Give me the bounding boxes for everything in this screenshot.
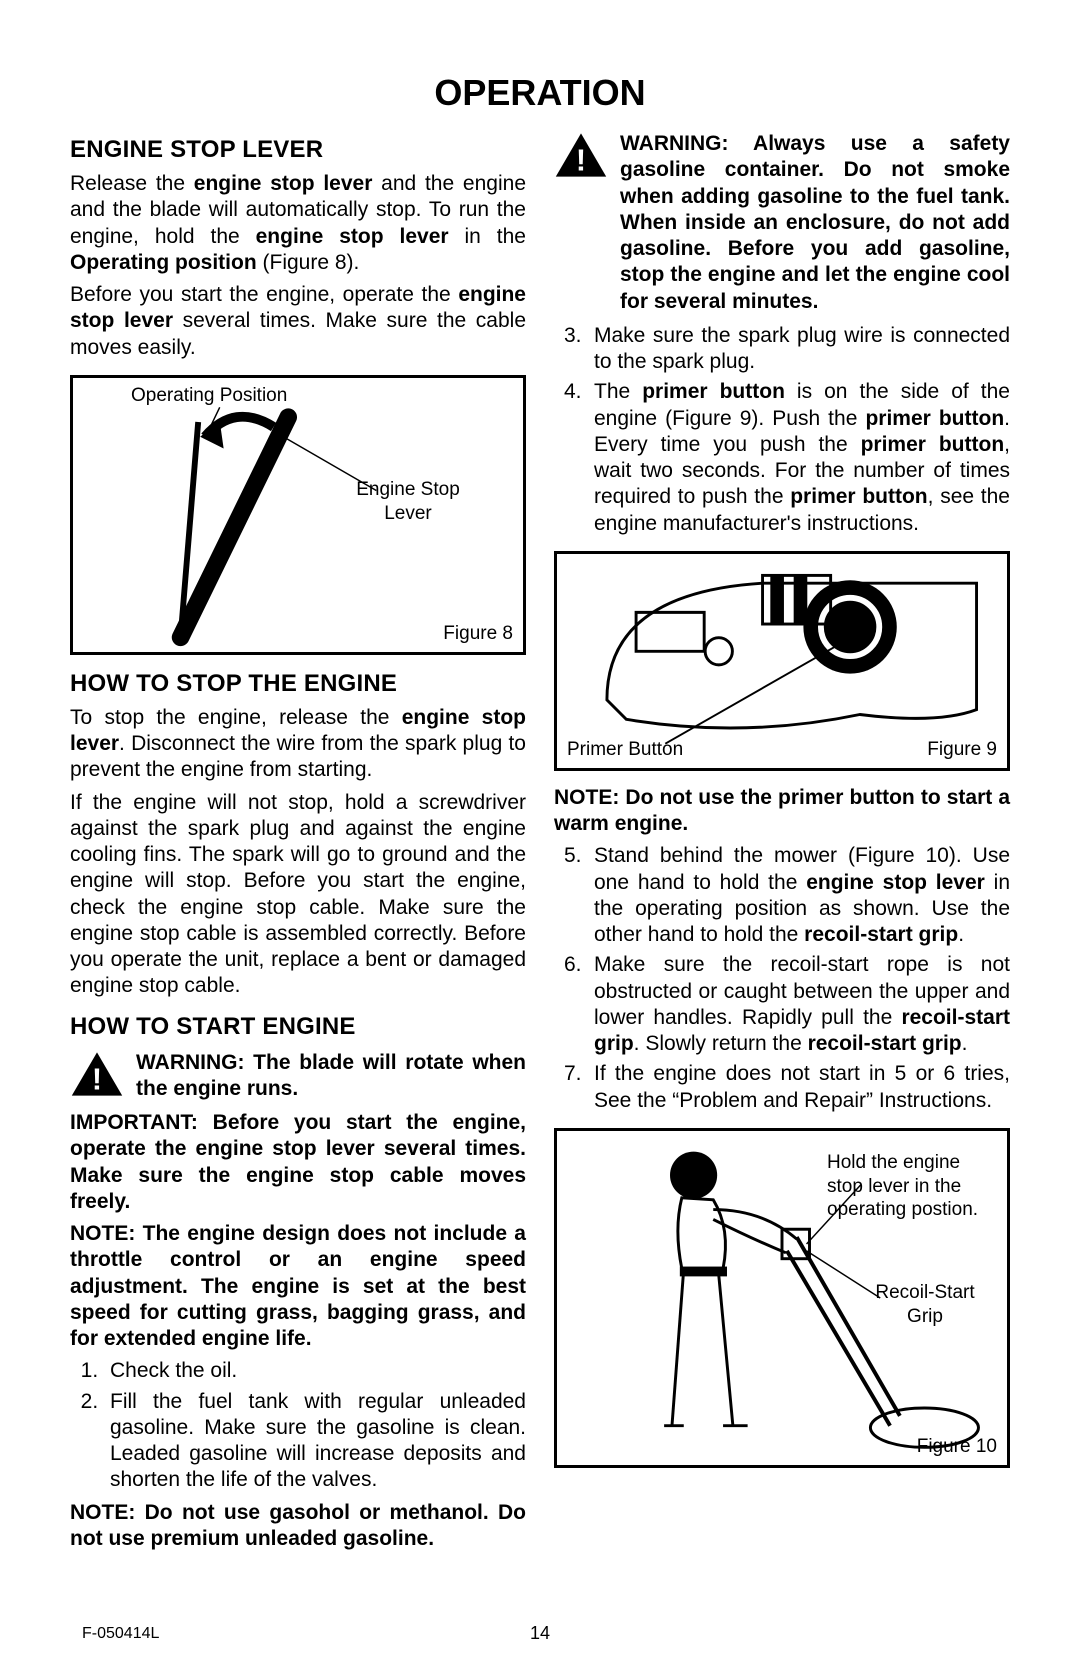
t: . Disconnect the wire from the spark plu… [70, 732, 526, 781]
start-steps-5-7: 5.Stand behind the mower (Figure 10). Us… [554, 843, 1010, 1114]
t: . Slowly return the [634, 1032, 808, 1055]
page-title: OPERATION [70, 70, 1010, 115]
left-column: ENGINE STOP LEVER Release the engine sto… [70, 123, 526, 1558]
t: Release the [70, 172, 194, 195]
t: engine stop lever [194, 172, 373, 195]
figure-8-caption: Figure 8 [443, 622, 513, 646]
step-5: 5.Stand behind the mower (Figure 10). Us… [554, 843, 1010, 948]
figure-8: Operating Position Engine Stop Lever Fig… [70, 375, 526, 655]
important-note: IMPORTANT: Before you start the engine, … [70, 1110, 526, 1215]
t: (Figure 8). [257, 251, 360, 274]
warning-blade: ! WARNING: The blade will rotate when th… [70, 1050, 526, 1103]
para-esl-2: Before you start the engine, operate the… [70, 282, 526, 361]
step-4: 4.The primer button is on the side of th… [554, 379, 1010, 537]
start-steps-3-4: 3.Make sure the spark plug wire is conne… [554, 323, 1010, 537]
t: If the engine does not start in 5 or 6 t… [594, 1061, 1010, 1114]
figure-9: Primer Button Figure 9 [554, 551, 1010, 771]
label-recoil-grip: Recoil-Start Grip [865, 1281, 985, 1329]
figure-10: Hold the engine stop lever in the operat… [554, 1128, 1010, 1468]
t: in the [449, 225, 526, 248]
label-primer-button: Primer Button [567, 738, 683, 762]
t: . [962, 1032, 968, 1055]
start-steps-1-2: Check the oil. Fill the fuel tank with r… [70, 1358, 526, 1493]
step-6: 6.Make sure the recoil-start rope is not… [554, 952, 1010, 1057]
step-1: Check the oil. [104, 1358, 526, 1384]
page-number: 14 [530, 1622, 550, 1645]
figure-9-caption: Figure 9 [927, 738, 997, 762]
figure-10-caption: Figure 10 [917, 1435, 997, 1459]
step-2: Fill the fuel tank with regular unleaded… [104, 1389, 526, 1494]
para-esl-1: Release the engine stop lever and the en… [70, 171, 526, 276]
t: recoil-start grip [808, 1032, 962, 1055]
svg-text:!: ! [576, 143, 586, 177]
t: engine stop lever [256, 225, 449, 248]
footer-code: F-050414L [82, 1624, 159, 1644]
note-primer-warm: NOTE: Do not use the primer button to st… [554, 785, 1010, 838]
warning-blade-text: WARNING: The blade will rotate when the … [136, 1050, 526, 1103]
t: primer button [790, 485, 927, 508]
label-operating-position: Operating Position [131, 384, 287, 408]
note-gasohol: NOTE: Do not use gasohol or methanol. Do… [70, 1500, 526, 1553]
t: Operating position [70, 251, 257, 274]
t: primer button [861, 433, 1005, 456]
warning-icon: ! [70, 1050, 124, 1098]
step-7: 7.If the engine does not start in 5 or 6… [554, 1061, 1010, 1114]
t: . [958, 923, 964, 946]
para-stop-1: To stop the engine, release the engine s… [70, 705, 526, 784]
t: engine stop lever [806, 871, 985, 894]
t: To stop the engine, release the [70, 706, 402, 729]
label-hold-lever: Hold the engine stop lever in the operat… [827, 1151, 997, 1222]
label-engine-stop-lever: Engine Stop Lever [343, 478, 473, 526]
warning-gasoline-text: WARNING: Always use a safety gasoline co… [620, 131, 1010, 315]
t: The [594, 380, 642, 403]
para-stop-2: If the engine will not stop, hold a scre… [70, 790, 526, 1000]
t: primer button [865, 407, 1004, 430]
section-how-to-stop: HOW TO STOP THE ENGINE [70, 669, 526, 699]
two-column-layout: ENGINE STOP LEVER Release the engine sto… [70, 123, 1010, 1558]
warning-gasoline: ! WARNING: Always use a safety gasoline … [554, 131, 1010, 315]
svg-text:!: ! [92, 1062, 102, 1096]
note-throttle: NOTE: The engine design does not include… [70, 1221, 526, 1352]
t: Before you start the engine, operate the [70, 283, 458, 306]
t: primer button [642, 380, 785, 403]
step-3: 3.Make sure the spark plug wire is conne… [554, 323, 1010, 376]
section-how-to-start: HOW TO START ENGINE [70, 1012, 526, 1042]
t: recoil-start grip [804, 923, 958, 946]
t: Make sure the spark plug wire is connect… [594, 323, 1010, 376]
section-engine-stop-lever: ENGINE STOP LEVER [70, 135, 526, 165]
right-column: ! WARNING: Always use a safety gasoline … [554, 123, 1010, 1558]
warning-icon: ! [554, 131, 608, 179]
